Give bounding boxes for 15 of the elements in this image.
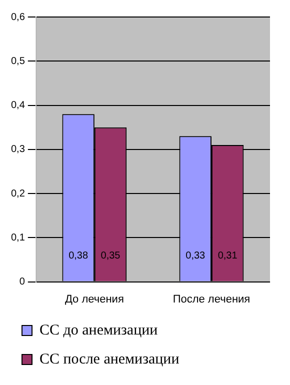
legend-label: СС после анемизации — [40, 351, 180, 368]
y-tick-label: 0,4 — [10, 100, 26, 112]
data-label: 0,38 — [68, 250, 88, 262]
x-tick-label: До лечения — [64, 293, 124, 306]
data-label: 0,35 — [100, 250, 121, 262]
y-tick-label: 0 — [19, 276, 26, 288]
x-tick-label: После лечения — [172, 293, 250, 306]
legend-label: СС до анемизации — [40, 322, 158, 338]
y-tick-label: 0,2 — [10, 188, 26, 200]
y-tick-label: 0,3 — [10, 144, 26, 156]
y-tick-label: 0,5 — [10, 56, 26, 67]
data-label: 0,33 — [186, 250, 206, 262]
y-tick-label: 0,6 — [10, 12, 26, 23]
data-label: 0,31 — [218, 250, 238, 262]
y-tick-label: 0,1 — [10, 232, 26, 244]
